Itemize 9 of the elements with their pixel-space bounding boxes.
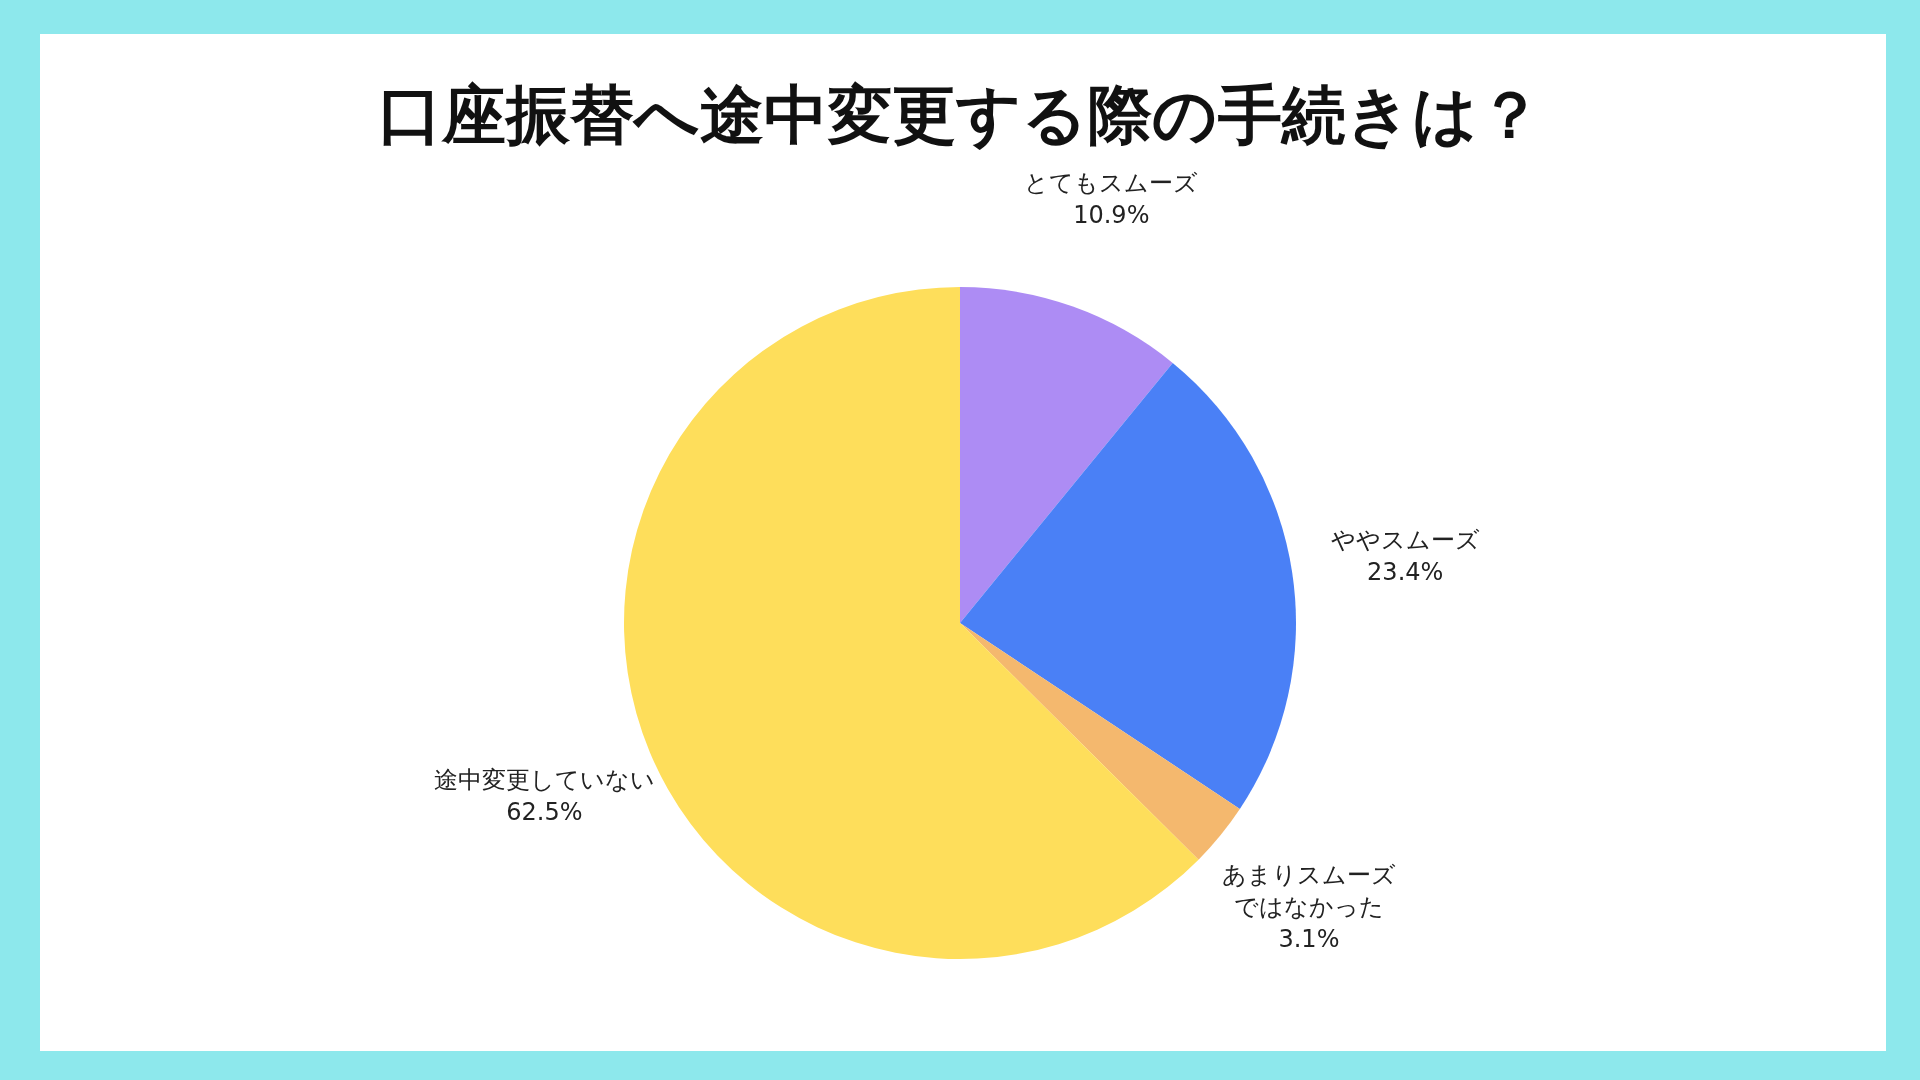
data-label: 10.9% xyxy=(1073,200,1150,229)
slice-label: あまりスムーズではなかった xyxy=(1221,861,1396,922)
data-label: 62.5% xyxy=(506,798,583,827)
data-label: 3.1% xyxy=(1278,925,1340,954)
slice-label: 途中変更していない xyxy=(433,766,655,795)
data-label: 23.4% xyxy=(1367,558,1444,586)
slice-label: とてもスムーズ xyxy=(1024,168,1199,197)
chart-title: 口座振替へ途中変更する際の手続きは？ xyxy=(378,78,1542,152)
slice-label: ややスムーズ xyxy=(1330,526,1480,554)
